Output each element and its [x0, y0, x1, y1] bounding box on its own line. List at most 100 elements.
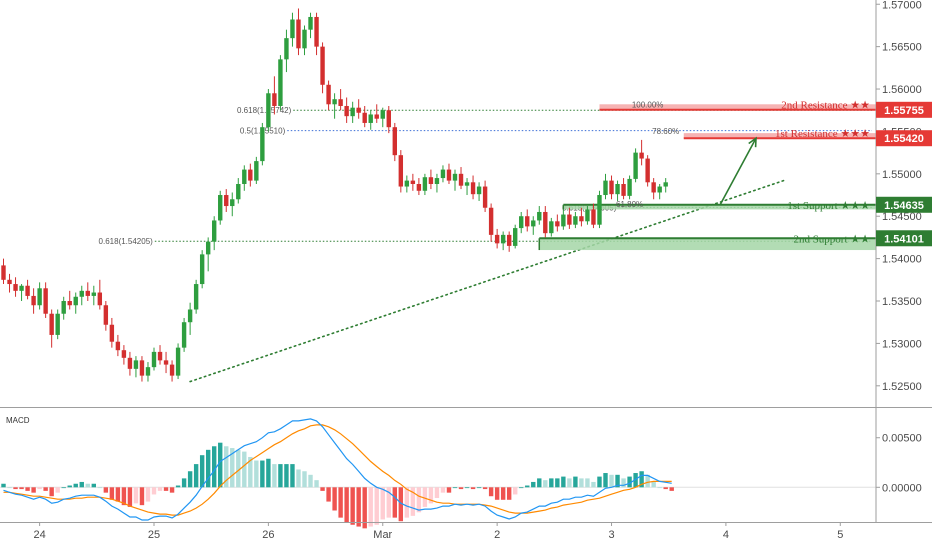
candle	[145, 362, 151, 382]
price-tag	[876, 196, 932, 213]
macd-histogram-bar	[85, 483, 90, 488]
x-tick-label: 4	[723, 529, 729, 541]
y-tick-label: 1.54500	[882, 211, 922, 223]
price-tag-label: 1.55420	[884, 133, 924, 145]
candle	[73, 292, 78, 314]
macd-histogram-bar	[645, 474, 650, 488]
macd-histogram-bar	[440, 487, 446, 493]
macd-histogram-bar	[157, 487, 163, 491]
macd-histogram-bar	[199, 455, 205, 488]
candle-body	[19, 285, 24, 291]
macd-histogram-bar	[500, 487, 506, 500]
macd-histogram-bar	[326, 487, 331, 502]
ascending-trendline	[189, 178, 787, 383]
candle	[284, 29, 289, 73]
macd-histogram-bar	[476, 487, 482, 489]
candles-layer	[1, 8, 668, 382]
macd-histogram-bar	[356, 487, 361, 527]
macd-histogram-bar	[543, 480, 548, 488]
candle-body	[567, 214, 572, 225]
macd-histogram-bar	[422, 487, 428, 507]
price-tag	[876, 230, 932, 247]
macd-tick-label: 0.00500	[882, 433, 922, 445]
macd-histogram-bar	[368, 487, 373, 527]
macd-histogram-bar	[488, 487, 494, 497]
candle	[597, 190, 602, 229]
candle-body	[434, 178, 440, 184]
macd-histogram-bar	[302, 471, 307, 488]
macd-histogram-bar	[31, 487, 36, 493]
macd-histogram-bar	[464, 487, 470, 489]
candle	[380, 107, 385, 128]
candle-body	[506, 234, 512, 246]
candle-body	[374, 114, 379, 119]
candle-body	[332, 99, 337, 105]
projection-arrow-head	[748, 136, 757, 148]
candle-body	[163, 360, 169, 365]
candle	[350, 101, 355, 123]
price-tag	[876, 101, 932, 118]
macd-histogram-bar	[525, 485, 530, 488]
candle	[320, 42, 325, 94]
candle	[585, 206, 590, 225]
candle	[115, 334, 121, 357]
candle-body	[284, 38, 289, 60]
candle-body	[603, 180, 608, 196]
trendline-layer	[189, 178, 787, 383]
candle-body	[609, 180, 614, 195]
macd-tick-label: 0.00000	[882, 482, 922, 494]
candle-body	[344, 105, 349, 117]
candle-body	[356, 107, 361, 113]
macd-histogram-bar	[350, 487, 355, 525]
candle-body	[519, 216, 524, 229]
candle	[314, 12, 319, 56]
candle	[525, 209, 530, 232]
candle	[61, 296, 66, 320]
macd-histogram-bar	[187, 471, 193, 488]
candle	[151, 347, 157, 371]
macd-histogram-bar	[392, 487, 397, 518]
candle-body	[362, 112, 367, 123]
candle	[645, 155, 650, 187]
macd-histogram-bar	[25, 487, 30, 491]
candle-body	[621, 183, 626, 196]
candle	[446, 163, 452, 184]
x-tick-label: 25	[148, 529, 160, 541]
candle	[121, 345, 127, 365]
candle	[627, 175, 632, 200]
candle	[19, 284, 24, 302]
candle	[404, 175, 410, 193]
macd-histogram-bar	[404, 487, 410, 518]
macd-histogram-bar	[591, 481, 596, 488]
macd-panel[interactable]: MACD	[0, 416, 876, 529]
candle-body	[476, 186, 482, 195]
macd-histogram-bar	[296, 469, 301, 488]
candle	[157, 345, 163, 365]
macd-histogram-bar	[212, 446, 217, 488]
candle-body	[428, 177, 434, 184]
candle-body	[597, 195, 602, 225]
candle	[55, 309, 60, 340]
macd-histogram-bar	[567, 478, 572, 488]
candle-body	[248, 169, 253, 181]
candle	[218, 190, 223, 225]
fib-level-label: 0.618(1.55742)	[237, 106, 292, 115]
price-tag-label: 1.54101	[884, 233, 924, 245]
candle	[603, 173, 608, 200]
zones-layer: 2nd Resistance ★★ 1st Resistance ★★★ 1st S…	[538, 99, 876, 251]
candle-body	[272, 93, 277, 106]
macd-histogram-bar	[482, 487, 488, 490]
candle-body	[555, 221, 560, 227]
macd-histogram-bar	[254, 460, 259, 488]
macd-histogram-bar	[320, 487, 325, 491]
candle	[175, 343, 181, 380]
macd-histogram-bar	[615, 474, 620, 488]
candle-body	[67, 301, 72, 306]
candle-body	[525, 216, 530, 227]
candle-body	[513, 228, 518, 246]
candle	[308, 12, 313, 39]
candle-body	[561, 214, 566, 227]
price-tag	[876, 130, 932, 147]
candle-body	[326, 84, 331, 105]
